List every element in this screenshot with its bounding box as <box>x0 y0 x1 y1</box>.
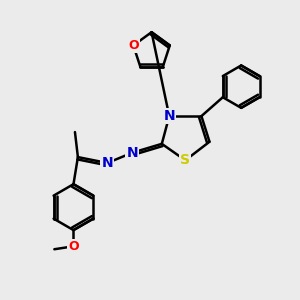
Text: N: N <box>101 156 113 170</box>
Text: S: S <box>180 153 190 167</box>
Text: O: O <box>68 240 79 253</box>
Text: N: N <box>164 109 175 123</box>
Text: N: N <box>127 146 138 160</box>
Text: O: O <box>128 39 139 52</box>
